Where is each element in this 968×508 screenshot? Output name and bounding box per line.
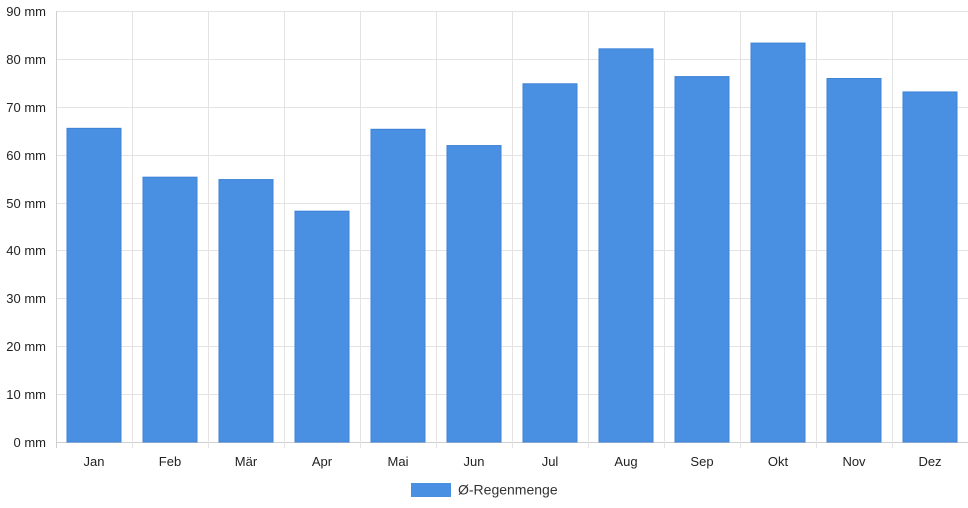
y-tick-label: 80 mm <box>6 52 46 67</box>
legend[interactable]: Ø-Regenmenge <box>411 482 558 498</box>
x-tick-label: Jan <box>84 454 105 469</box>
y-tick-label: 60 mm <box>6 148 46 163</box>
legend-swatch[interactable] <box>411 483 451 497</box>
bar[interactable] <box>826 78 882 443</box>
bar[interactable] <box>218 179 274 443</box>
x-tick-label: Feb <box>159 454 181 469</box>
grid-layer <box>56 11 968 448</box>
y-tick-label: 40 mm <box>6 243 46 258</box>
bar[interactable] <box>598 48 654 443</box>
x-tick-label: Sep <box>690 454 713 469</box>
bar[interactable] <box>142 176 198 443</box>
x-tick-label: Okt <box>768 454 789 469</box>
x-tick-label: Jul <box>542 454 559 469</box>
y-tick-label: 20 mm <box>6 339 46 354</box>
y-tick-label: 50 mm <box>6 196 46 211</box>
y-tick-label: 70 mm <box>6 100 46 115</box>
bar[interactable] <box>294 210 350 443</box>
bar[interactable] <box>902 91 958 443</box>
bar[interactable] <box>370 128 426 443</box>
bar[interactable] <box>522 83 578 443</box>
y-tick-label: 90 mm <box>6 4 46 19</box>
x-tick-label: Mär <box>235 454 258 469</box>
x-axis-ticks: Jan Feb Mär Apr Mai Jun Jul Aug Sep Okt Nov Dez <box>84 454 942 469</box>
x-tick-label: Apr <box>312 454 333 469</box>
x-tick-label: Mai <box>388 454 409 469</box>
bar[interactable] <box>446 145 502 443</box>
x-tick-label: Jun <box>464 454 485 469</box>
y-tick-label: 0 mm <box>14 435 47 450</box>
legend-label[interactable]: Ø-Regenmenge <box>458 482 558 498</box>
bar[interactable] <box>674 76 730 443</box>
x-tick-label: Nov <box>842 454 866 469</box>
y-tick-label: 10 mm <box>6 387 46 402</box>
bar[interactable] <box>66 127 122 443</box>
y-axis-ticks: 0 mm 10 mm 20 mm 30 mm 40 mm 50 mm 60 mm 70 mm 8… <box>6 4 46 450</box>
bars-layer <box>66 42 958 443</box>
x-tick-label: Dez <box>918 454 941 469</box>
bar[interactable] <box>750 42 806 443</box>
x-tick-label: Aug <box>614 454 637 469</box>
y-tick-label: 30 mm <box>6 291 46 306</box>
